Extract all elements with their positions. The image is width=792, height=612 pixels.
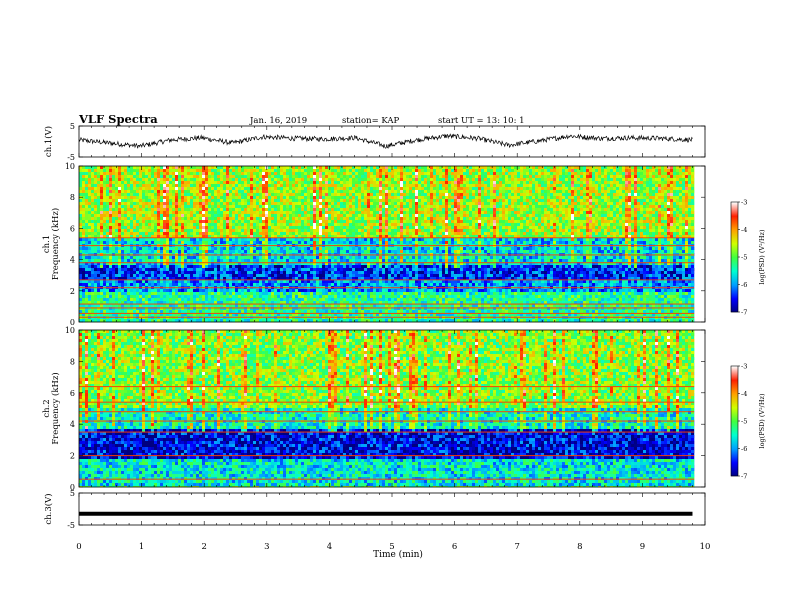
x-tick-label: 9 bbox=[640, 542, 645, 552]
colorbar-tick-label: -6 bbox=[741, 281, 747, 289]
header-date: Jan. 16, 2019 bbox=[249, 116, 307, 126]
x-tick-label: 3 bbox=[264, 542, 269, 552]
x-tick-label: 0 bbox=[76, 542, 81, 552]
y-tick-label: 8 bbox=[70, 193, 75, 202]
colorbar-label: log(PSD) (V²/Hz) bbox=[758, 229, 766, 284]
y-axis-label: ch.2 bbox=[42, 399, 52, 417]
spectrogram-cells bbox=[79, 330, 695, 488]
ch1-waveform-line bbox=[78, 133, 693, 149]
y-tick-label: 5 bbox=[70, 489, 75, 498]
time-axis: 0 1 2 3 4 5 6 7 8 9 10 bbox=[76, 542, 710, 552]
y-axis-label: ch.3(V) bbox=[43, 493, 54, 524]
colorbar-tick-label: -7 bbox=[741, 309, 747, 317]
figure-title: VLF Spectra bbox=[78, 112, 158, 126]
y-tick-label: 10 bbox=[65, 326, 75, 335]
panel-frame bbox=[78, 492, 706, 526]
y-tick-label: 6 bbox=[70, 389, 75, 398]
x-tick-label: 10 bbox=[700, 542, 711, 552]
ch3-waveform-panel: 5 -5 ch.3(V) bbox=[43, 489, 706, 530]
panel-frame bbox=[78, 125, 706, 158]
y-tick-label: -5 bbox=[67, 521, 75, 530]
y-tick-label: 8 bbox=[70, 357, 75, 366]
y-tick-label: 0 bbox=[70, 483, 75, 492]
colorbar-tick-label: -5 bbox=[741, 418, 747, 426]
colorbar-tick-label: -3 bbox=[741, 199, 747, 207]
colorbar-tick-label: -4 bbox=[741, 226, 747, 234]
colorbar-tick-label: -3 bbox=[741, 363, 747, 371]
y-tick-label: 5 bbox=[70, 122, 75, 131]
header-start-time: start UT = 13: 10: 1 bbox=[438, 116, 525, 126]
colorbar-tick-label: -7 bbox=[741, 473, 747, 481]
y-tick-label: 10 bbox=[65, 162, 75, 171]
colorbar-label: log(PSD) (V²/Hz) bbox=[758, 393, 766, 448]
x-tick-label: 7 bbox=[514, 542, 519, 552]
ch2-spectrogram-panel: 0 2 4 6 8 10 ch.2 Frequency (kHz) bbox=[42, 326, 706, 492]
y-axis-label: ch.1(V) bbox=[43, 126, 54, 157]
colorbar-tick-label: -6 bbox=[741, 445, 747, 453]
no-data-strip bbox=[694, 166, 705, 322]
ch1-waveform-panel: 5 -5 ch.1(V) bbox=[43, 122, 706, 162]
y-axis-label: ch.1 bbox=[42, 235, 52, 253]
colorbar-tick-label: -4 bbox=[741, 390, 747, 398]
x-tick-label: 4 bbox=[327, 542, 332, 552]
y-tick-label: 4 bbox=[70, 256, 75, 265]
y-tick-label: 0 bbox=[70, 318, 75, 327]
colorbar-1: -3 -4 -5 -6 -7 log(PSD) (V²/Hz) bbox=[730, 199, 766, 317]
header-station: station= KAP bbox=[342, 116, 400, 126]
y-tick-label: 2 bbox=[70, 287, 75, 296]
y-axis-label-2: Frequency (kHz) bbox=[50, 208, 61, 280]
ch1-spectrogram-panel: 0 2 4 6 8 10 ch.1 Frequency (kHz) bbox=[42, 162, 706, 327]
colorbar-2: -3 -4 -5 -6 -7 log(PSD) (V²/Hz) bbox=[730, 363, 766, 481]
x-tick-label: 6 bbox=[452, 542, 457, 552]
x-tick-label: 5 bbox=[389, 542, 394, 552]
x-tick-label: 2 bbox=[201, 542, 206, 552]
y-tick-label: -5 bbox=[67, 153, 75, 162]
x-tick-label: 1 bbox=[139, 542, 144, 552]
y-axis-label-2: Frequency (kHz) bbox=[50, 372, 61, 444]
spectrogram-cells bbox=[79, 166, 695, 323]
colorbar-tick-label: -5 bbox=[741, 254, 747, 262]
x-axis-label: Time (min) bbox=[373, 549, 423, 560]
y-tick-label: 4 bbox=[70, 420, 75, 429]
no-data-strip bbox=[694, 330, 705, 487]
colorbars: -3 -4 -5 -6 -7 log(PSD) (V²/Hz) -3 -4 -5 -6 -7 log(… bbox=[730, 199, 766, 481]
x-tick-label: 8 bbox=[577, 542, 582, 552]
y-tick-label: 6 bbox=[70, 224, 75, 233]
y-tick-label: 2 bbox=[70, 452, 75, 461]
